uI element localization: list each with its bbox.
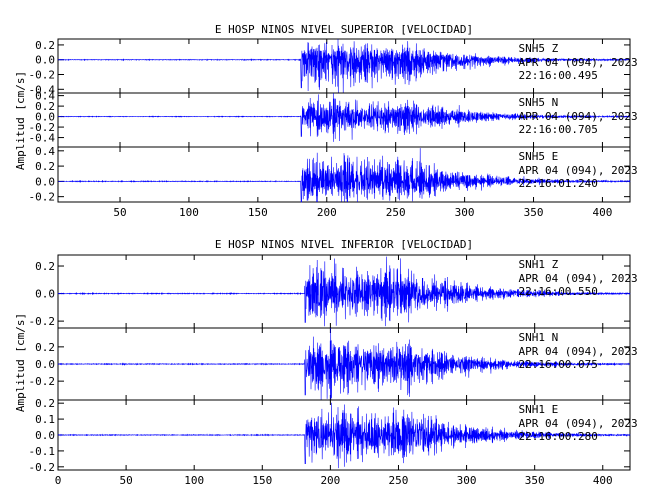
upper-level-panel: E HOSP NINOS NIVEL SUPERIOR [VELOCIDAD] A… (14, 23, 638, 219)
y-tick-label: 0.0 (35, 111, 55, 124)
y-tick-label: -0.2 (29, 461, 56, 474)
station-label: SNH1 N (518, 331, 558, 344)
x-tick-label: 50 (113, 206, 126, 219)
y-tick-label: 0.0 (35, 358, 55, 371)
date-label: APR 04 (094), 2023 (518, 345, 637, 358)
x-tick-label: 300 (457, 474, 477, 487)
waveform-line (57, 256, 631, 327)
y-tick-label: -0.2 (29, 191, 56, 204)
waveform-line (57, 327, 631, 401)
station-label: SNH5 Z (518, 42, 558, 55)
y-tick-label: 0.4 (35, 145, 55, 158)
x-tick-label: 150 (252, 474, 272, 487)
waveform-line (57, 402, 631, 469)
y-tick-label: -0.2 (29, 121, 56, 134)
y-tick-label: 0.4 (35, 90, 55, 103)
y-tick-label: -0.4 (29, 132, 56, 145)
chart-title: E HOSP NINOS NIVEL INFERIOR [VELOCIDAD] (215, 238, 473, 251)
y-tick-label: 0.0 (35, 288, 55, 301)
x-tick-label: 350 (525, 474, 545, 487)
y-tick-label: 0.0 (35, 54, 55, 67)
station-label: SNH1 E (518, 403, 558, 416)
x-tick-label: 400 (593, 474, 613, 487)
y-axis-label: Amplitud [cm/s] (14, 313, 27, 412)
x-tick-label: 350 (524, 206, 544, 219)
y-tick-label: 0.2 (35, 397, 55, 410)
y-tick-label: 0.2 (35, 260, 55, 273)
y-tick-label: -0.2 (29, 315, 56, 328)
station-label: SNH5 E (518, 150, 558, 163)
y-tick-label: 0.2 (35, 39, 55, 52)
x-tick-label: 250 (389, 474, 409, 487)
y-tick-label: -0.2 (29, 375, 56, 388)
x-tick-label: 100 (179, 206, 199, 219)
x-tick-label: 150 (248, 206, 268, 219)
time-label: 22:16:00.495 (518, 69, 597, 82)
station-label: SNH5 N (518, 96, 558, 109)
y-tick-label: -0.4 (29, 83, 56, 96)
date-label: APR 04 (094), 2023 (518, 164, 637, 177)
x-tick-label: 200 (320, 474, 340, 487)
time-label: 22:16:00.705 (518, 123, 597, 136)
y-tick-label: 0.2 (35, 341, 55, 354)
x-tick-label: 250 (386, 206, 406, 219)
y-tick-label: 0.2 (35, 100, 55, 113)
date-label: APR 04 (094), 2023 (518, 56, 637, 69)
chart-title: E HOSP NINOS NIVEL SUPERIOR [VELOCIDAD] (215, 23, 473, 36)
x-tick-label: 0 (55, 474, 62, 487)
waveform-line (57, 39, 631, 94)
time-label: 22:16:01.240 (518, 177, 597, 190)
waveform-line (58, 148, 631, 203)
date-label: APR 04 (094), 2023 (518, 272, 637, 285)
x-tick-label: 50 (119, 474, 132, 487)
time-label: 22:16:00.280 (518, 430, 597, 443)
y-tick-label: 0.1 (35, 413, 55, 426)
date-label: APR 04 (094), 2023 (518, 417, 637, 430)
y-axis-label: Amplitud [cm/s] (14, 71, 27, 170)
waveform-line (57, 93, 631, 142)
time-label: 22:16:00.550 (518, 285, 597, 298)
station-label: SNH1 Z (518, 258, 558, 271)
lower-level-panel: E HOSP NINOS NIVEL INFERIOR [VELOCIDAD] A… (14, 238, 638, 487)
trace-frame (57, 146, 631, 203)
y-tick-label: -0.1 (29, 445, 56, 458)
x-tick-label: 400 (592, 206, 612, 219)
date-label: APR 04 (094), 2023 (518, 110, 637, 123)
y-tick-label: 0.0 (35, 175, 55, 188)
x-tick-label: 300 (455, 206, 475, 219)
time-label: 22:16:00.075 (518, 358, 597, 371)
y-tick-label: 0.0 (35, 429, 55, 442)
x-tick-label: 200 (317, 206, 337, 219)
y-tick-label: -0.2 (29, 69, 56, 82)
y-tick-label: 0.2 (35, 160, 55, 173)
x-tick-label: 100 (184, 474, 204, 487)
